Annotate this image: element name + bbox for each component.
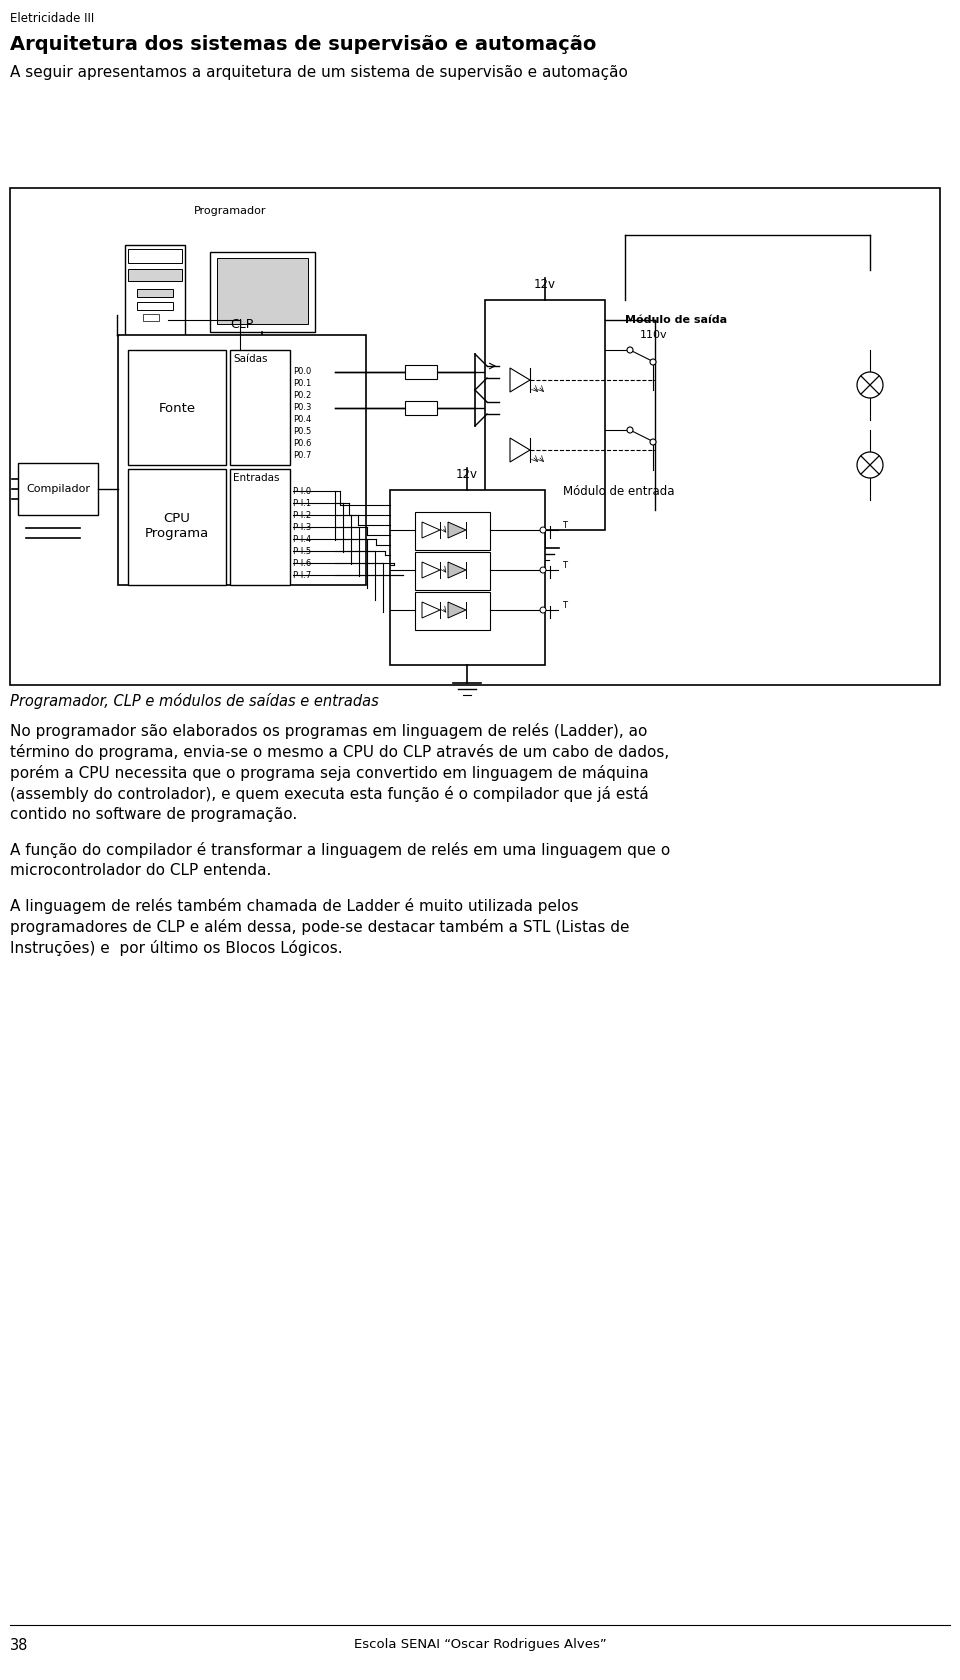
Text: Saídas: Saídas (233, 354, 268, 365)
Text: P0.3: P0.3 (293, 403, 311, 413)
Text: Programador, CLP e módulos de saídas e entradas: Programador, CLP e módulos de saídas e e… (10, 692, 379, 709)
Text: programadores de CLP e além dessa, pode-se destacar também a STL (Listas de: programadores de CLP e além dessa, pode-… (10, 919, 630, 936)
Circle shape (857, 452, 883, 479)
Circle shape (650, 438, 656, 445)
Text: 38: 38 (10, 1638, 29, 1653)
Text: (assembly do controlador), e quem executa esta função é o compilador que já está: (assembly do controlador), e quem execut… (10, 786, 649, 801)
Bar (215, 341, 310, 349)
Text: P0.2: P0.2 (293, 391, 311, 400)
Bar (125, 245, 185, 349)
Circle shape (650, 360, 656, 365)
Text: Instruções) e  por último os Blocos Lógicos.: Instruções) e por último os Blocos Lógic… (10, 941, 343, 956)
Text: P0.4: P0.4 (293, 415, 311, 425)
Polygon shape (510, 368, 530, 391)
Text: Programador: Programador (194, 207, 266, 217)
Bar (415, 553, 490, 590)
Bar (405, 365, 437, 380)
Text: A seguir apresentamos a arquitetura de um sistema de supervisão e automação: A seguir apresentamos a arquitetura de u… (10, 66, 628, 81)
Polygon shape (510, 438, 530, 462)
Bar (217, 259, 308, 324)
Bar (230, 349, 290, 465)
Text: P0.6: P0.6 (293, 440, 311, 449)
Text: Módulo de saída: Módulo de saída (625, 314, 727, 324)
Text: Módulo de entrada: Módulo de entrada (563, 486, 675, 497)
Text: Compilador: Compilador (26, 484, 90, 494)
Bar (415, 591, 490, 630)
Bar (121, 349, 189, 358)
Bar (128, 349, 226, 465)
Text: CLP: CLP (230, 318, 253, 331)
Text: 110v: 110v (640, 329, 667, 339)
Bar (230, 469, 290, 585)
Circle shape (627, 348, 633, 353)
Text: P I.4: P I.4 (293, 534, 311, 544)
Text: P I.6: P I.6 (293, 558, 311, 568)
Bar (173, 356, 185, 361)
Text: microcontrolador do CLP entenda.: microcontrolador do CLP entenda. (10, 864, 272, 879)
Bar (10, 188, 940, 685)
Text: P0.7: P0.7 (293, 452, 311, 460)
Bar (118, 334, 366, 585)
Text: 12v: 12v (456, 469, 478, 480)
Text: P0.5: P0.5 (293, 427, 311, 437)
Text: A linguagem de relés também chamada de Ladder é muito utilizada pelos: A linguagem de relés também chamada de L… (10, 899, 579, 914)
Polygon shape (422, 601, 440, 618)
Bar (218, 344, 307, 349)
Polygon shape (448, 522, 466, 538)
Bar (18, 464, 98, 516)
Text: P0.0: P0.0 (293, 368, 311, 376)
Text: contido no software de programação.: contido no software de programação. (10, 806, 298, 822)
Bar (415, 512, 490, 549)
Text: A função do compilador é transformar a linguagem de relés em uma linguagem que o: A função do compilador é transformar a l… (10, 842, 670, 858)
Bar (125, 356, 137, 361)
Text: Fonte: Fonte (158, 402, 196, 415)
Polygon shape (422, 563, 440, 578)
Circle shape (540, 566, 546, 573)
Bar (128, 469, 226, 585)
Circle shape (627, 427, 633, 433)
Text: Escola SENAI “Oscar Rodrigues Alves”: Escola SENAI “Oscar Rodrigues Alves” (353, 1638, 607, 1651)
Circle shape (857, 371, 883, 398)
Text: P I.5: P I.5 (293, 546, 311, 556)
Text: No programador são elaborados os programas em linguagem de relés (Ladder), ao: No programador são elaborados os program… (10, 722, 647, 739)
Text: T: T (562, 521, 567, 529)
Text: P I.0: P I.0 (293, 487, 311, 496)
Text: porém a CPU necessita que o programa seja convertido em linguagem de máquina: porém a CPU necessita que o programa sej… (10, 764, 649, 781)
Text: término do programa, envia-se o mesmo a CPU do CLP através de um cabo de dados,: término do programa, envia-se o mesmo a … (10, 744, 669, 759)
Bar (210, 252, 315, 333)
Text: Entradas: Entradas (233, 474, 279, 484)
Text: P I.1: P I.1 (293, 499, 311, 507)
Circle shape (540, 528, 546, 533)
Bar (137, 302, 173, 311)
Bar (405, 402, 437, 415)
Bar (128, 249, 182, 264)
Text: P I.3: P I.3 (293, 522, 311, 531)
Polygon shape (448, 563, 466, 578)
Text: T: T (562, 600, 567, 610)
Polygon shape (422, 522, 440, 538)
Bar (137, 289, 173, 297)
Text: P0.1: P0.1 (293, 380, 311, 388)
Text: T: T (562, 561, 567, 570)
Text: 12v: 12v (534, 277, 556, 291)
Bar (128, 269, 182, 281)
Text: CPU: CPU (163, 511, 190, 524)
Bar (390, 491, 545, 665)
Text: Eletricidade III: Eletricidade III (10, 12, 94, 25)
Polygon shape (448, 601, 466, 618)
Text: Programa: Programa (145, 528, 209, 541)
Text: P I.2: P I.2 (293, 511, 311, 519)
Circle shape (540, 606, 546, 613)
Text: Arquitetura dos sistemas de supervisão e automação: Arquitetura dos sistemas de supervisão e… (10, 35, 596, 54)
Text: P I.7: P I.7 (293, 571, 311, 580)
Bar (143, 314, 159, 321)
Bar (485, 301, 605, 529)
